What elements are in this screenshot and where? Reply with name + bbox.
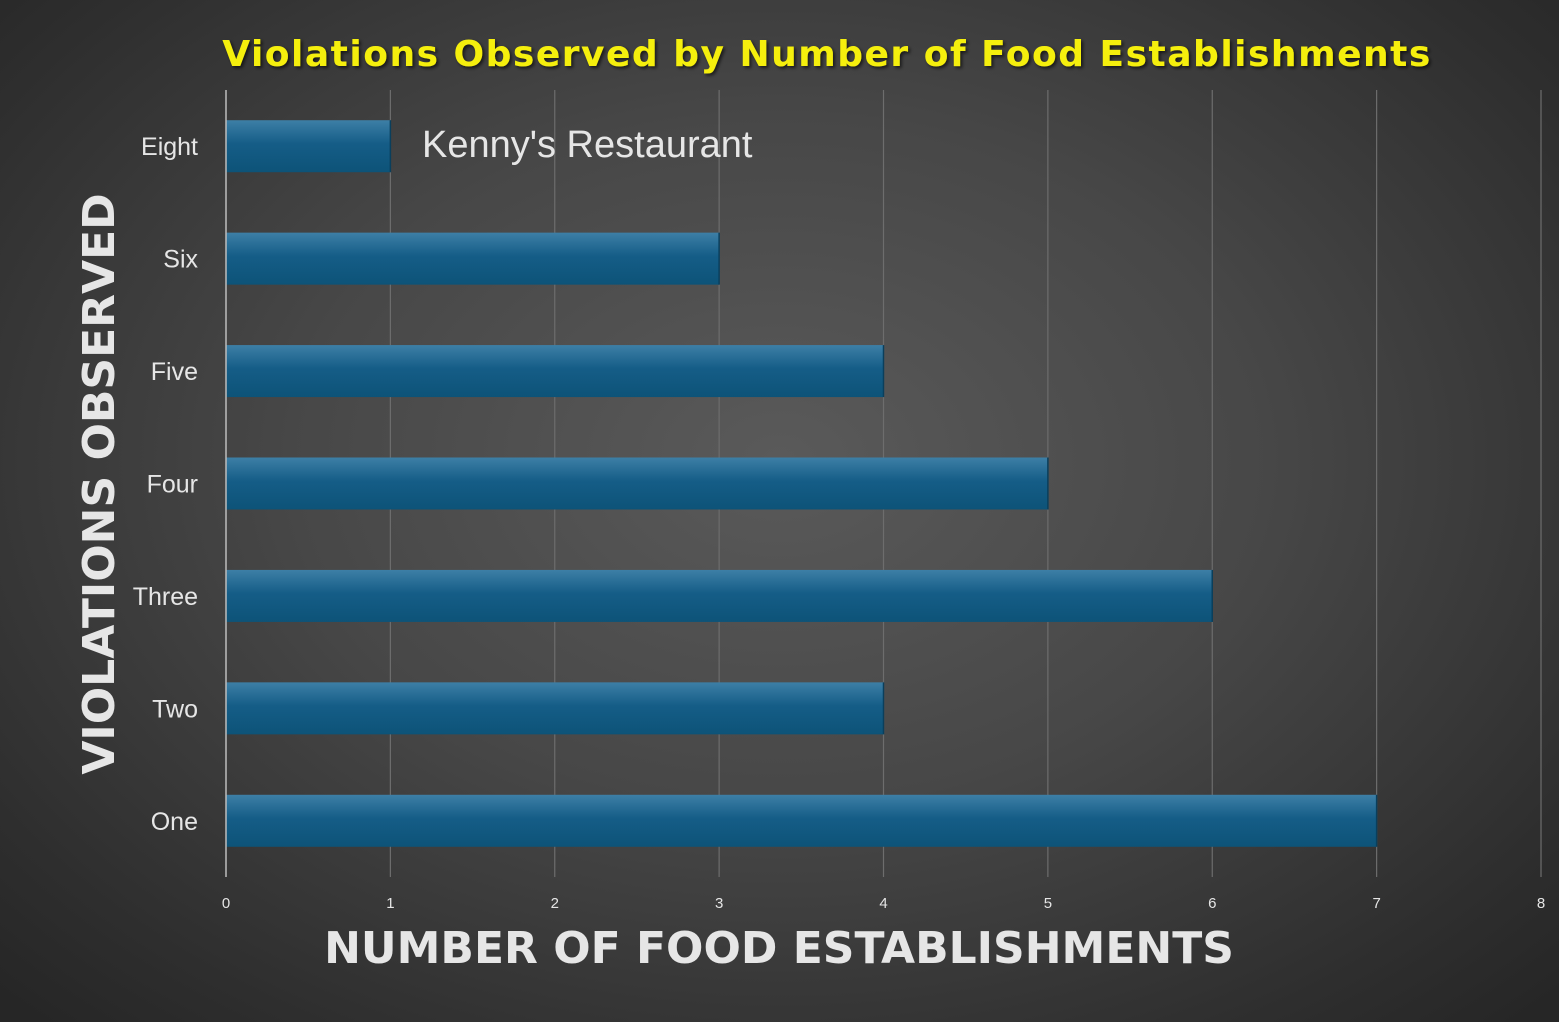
category-label-one: One xyxy=(151,808,198,836)
x-axis-title: NUMBER OF FOOD ESTABLISHMENTS xyxy=(324,923,1234,974)
annotation-label: Kenny's Restaurant xyxy=(422,124,753,166)
bars xyxy=(226,120,1378,847)
x-tick-label-4: 4 xyxy=(879,895,887,912)
bar-four xyxy=(226,457,1048,510)
bar-eight xyxy=(226,120,391,173)
x-tick-label-6: 6 xyxy=(1208,895,1216,912)
x-tick-label-1: 1 xyxy=(386,895,394,912)
bar-three xyxy=(226,569,1213,622)
x-tick-label-2: 2 xyxy=(551,895,559,912)
x-tick-label-0: 0 xyxy=(222,895,230,912)
bar-six xyxy=(226,232,720,285)
category-label-three: Three xyxy=(133,583,198,611)
x-tick-label-3: 3 xyxy=(715,895,723,912)
x-tick-label-8: 8 xyxy=(1537,895,1545,912)
bar-five xyxy=(226,345,884,398)
x-tick-label-5: 5 xyxy=(1044,895,1052,912)
bar-one xyxy=(226,794,1377,847)
y-axis-title: VIOLATIONS OBSERVED xyxy=(74,193,125,774)
category-label-eight: Eight xyxy=(141,133,198,161)
category-label-four: Four xyxy=(147,471,198,499)
chart-title: Violations Observed by Number of Food Es… xyxy=(222,34,1432,75)
category-label-six: Six xyxy=(163,246,198,274)
labels: 0 1 2 3 4 5 6 7 8 Eight Six Five Four Three Two One xyxy=(133,133,1545,912)
category-label-two: Two xyxy=(152,695,198,723)
category-label-five: Five xyxy=(151,358,198,386)
bar-two xyxy=(226,682,884,735)
x-tick-label-7: 7 xyxy=(1372,895,1380,912)
